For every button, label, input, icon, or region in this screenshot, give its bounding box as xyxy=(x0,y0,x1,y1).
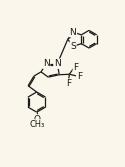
Text: F: F xyxy=(77,72,82,81)
Text: CH₃: CH₃ xyxy=(29,120,44,129)
Text: N: N xyxy=(43,59,50,68)
Text: N: N xyxy=(54,59,61,68)
Text: F: F xyxy=(73,63,78,72)
Text: S: S xyxy=(70,42,76,51)
Text: N: N xyxy=(70,28,76,37)
Text: O: O xyxy=(33,115,40,124)
Text: F: F xyxy=(66,79,71,88)
